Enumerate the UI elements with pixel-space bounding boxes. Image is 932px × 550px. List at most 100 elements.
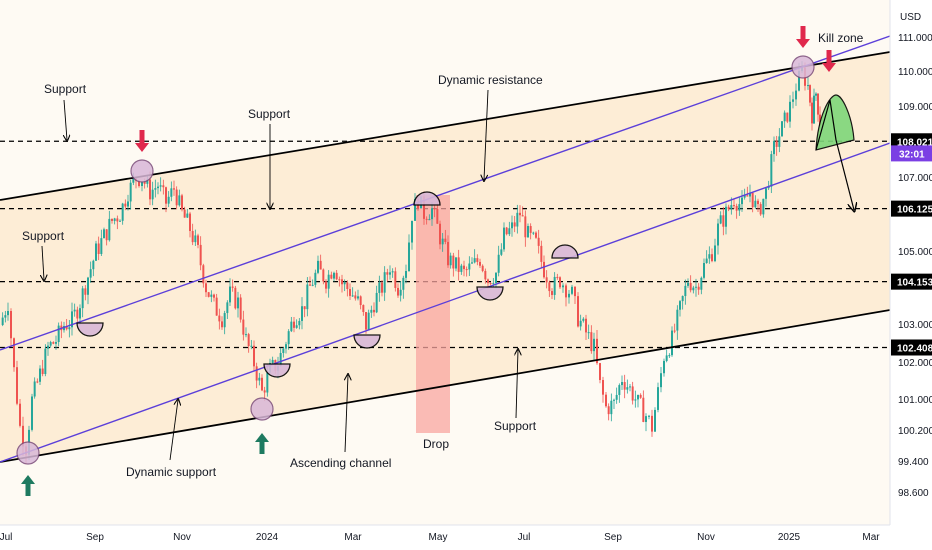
candle-body (186, 213, 189, 218)
candle-body (31, 396, 33, 430)
label-support-upper-mid: Support (248, 107, 291, 121)
candle-body (700, 277, 703, 290)
candle-body (795, 90, 797, 100)
current-price-badge-text: 32:01 (899, 149, 925, 160)
candle-body (505, 227, 508, 235)
candle-body (582, 318, 585, 321)
candle-body (495, 272, 497, 284)
candle-body (266, 372, 269, 393)
candle-body (689, 282, 692, 291)
candle-body (497, 254, 500, 273)
candle-body (242, 319, 245, 335)
candle-body (405, 271, 407, 278)
candle-body (602, 380, 604, 395)
candle-body (79, 308, 81, 319)
candle-body (471, 262, 473, 264)
candle-body (439, 223, 441, 245)
candle-body (778, 136, 781, 147)
candle-body (663, 360, 665, 374)
candle-body (10, 311, 12, 339)
y-tick-label: 102.000 (898, 358, 932, 369)
candle-body (68, 327, 71, 330)
candle-body (44, 348, 47, 375)
candle-body (679, 301, 681, 310)
candle-body (708, 254, 711, 259)
reaction-half-circle (353, 334, 381, 349)
candle-body (341, 279, 343, 285)
candle-body (629, 386, 631, 388)
candle-body (618, 385, 621, 395)
candle-body (465, 269, 468, 271)
candle-body (365, 312, 367, 330)
candle-body (370, 309, 373, 313)
candle-body (357, 296, 359, 299)
candle-body (33, 381, 36, 397)
candle-body (146, 179, 149, 184)
price-badge-text: 108.021 (897, 137, 932, 148)
candle-body (189, 213, 191, 231)
candle-body (197, 235, 199, 245)
candle-body (463, 265, 465, 270)
candle-body (590, 332, 593, 352)
chart-markers (16, 26, 854, 496)
candle-body (513, 222, 516, 227)
candle-body (207, 292, 210, 297)
candle-body (183, 209, 186, 218)
candle-body (642, 397, 645, 422)
candle-body (559, 277, 561, 288)
candle-body (303, 306, 306, 310)
candle-body (76, 309, 79, 319)
candle-body (7, 311, 9, 316)
candle-body (55, 342, 57, 344)
candle-body (770, 154, 773, 187)
candle-body (651, 415, 653, 432)
candle-body (394, 271, 397, 288)
candle-body (391, 271, 394, 273)
candle-body (489, 283, 492, 285)
candle-body (375, 292, 378, 313)
candle-body (727, 206, 730, 210)
candle-body (741, 197, 743, 205)
candle-body (577, 296, 579, 327)
touch-circle (16, 441, 40, 465)
candle-body (386, 272, 389, 275)
candle-body (449, 255, 452, 266)
candle-body (143, 181, 146, 184)
candle-body (738, 204, 741, 211)
candle-body (743, 195, 746, 198)
candle-body (218, 315, 221, 322)
candle-body (170, 188, 173, 197)
candle-body (247, 334, 250, 347)
candle-body (295, 325, 298, 328)
candle-body (389, 272, 391, 275)
candle-body (431, 208, 433, 220)
candle-body (773, 141, 775, 155)
label-dynamic-support: Dynamic support (126, 465, 217, 479)
candle-body (623, 382, 626, 390)
candle-body (151, 189, 154, 200)
candle-body (809, 85, 811, 103)
candle-body (798, 70, 800, 91)
candle-body (293, 321, 295, 328)
candle-body (676, 309, 679, 331)
candle-body (290, 321, 293, 332)
candle-body (767, 186, 770, 189)
candle-body (319, 260, 322, 270)
candle-body (65, 326, 68, 330)
label-drop: Drop (423, 437, 449, 451)
candle-body (500, 249, 503, 255)
candle-body (4, 315, 7, 318)
candle-body (571, 286, 573, 294)
green-arrow-shaft (259, 441, 265, 454)
candle-body (49, 342, 52, 346)
touch-circle (791, 55, 815, 79)
candle-body (239, 297, 242, 320)
candle-body (781, 121, 783, 137)
y-tick-label: 101.000 (898, 395, 932, 406)
candle-body (574, 286, 576, 297)
candle-body (322, 269, 325, 282)
price-badge (891, 133, 932, 150)
label-support-left: Support (22, 229, 65, 243)
candle-body (436, 209, 439, 224)
